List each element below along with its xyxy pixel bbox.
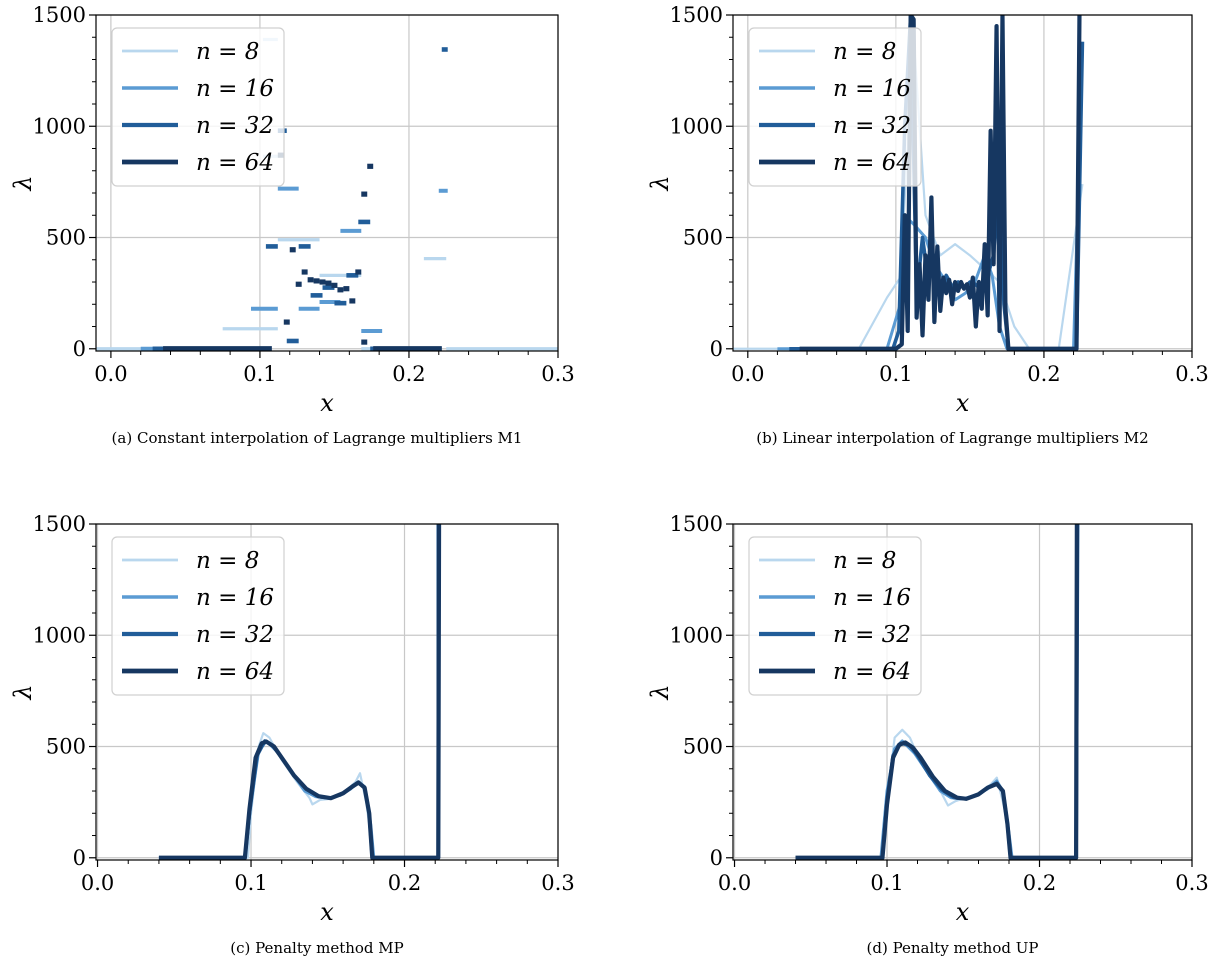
- x-tick-label: 0.3: [1175, 362, 1208, 386]
- y-tick-label: 1500: [670, 512, 723, 536]
- axes-frame: [95, 523, 559, 861]
- chart-panel-b: 0.0 0.1 0.2 0.3 0 500 1000 1500 x λ n = 8 n = 16 n =…: [646, 3, 1209, 447]
- y-tick-label: 0: [710, 846, 723, 870]
- chart-panel-d: 0.0 0.1 0.2 0.3 0 500 1000 1500 x λ n = 8 n = 16 n =…: [646, 512, 1209, 957]
- y-tick-label: 500: [46, 226, 86, 250]
- x-tick-label: 0.3: [1175, 871, 1208, 895]
- x-tick-label: 0.1: [879, 362, 912, 386]
- series-n64-line: [795, 524, 1079, 860]
- y-tick-label: 500: [46, 735, 86, 759]
- legend-box: [111, 536, 285, 696]
- panel-caption: (c) Penalty method MP: [230, 939, 403, 957]
- y-tick-label: 0: [710, 337, 723, 361]
- legend-label: n = 8: [833, 39, 896, 65]
- x-axis-label: x: [320, 389, 334, 417]
- panel-caption: (d) Penalty method UP: [867, 939, 1039, 957]
- legend-label: n = 16: [833, 76, 911, 102]
- chart-panel-c: 0.0 0.1 0.2 0.3 0 500 1000 1500 x λ n = 8 n = 16 n =…: [9, 512, 575, 957]
- axes-frame: [95, 14, 559, 352]
- panel-caption: (b) Linear interpolation of Lagrange mul…: [756, 429, 1148, 447]
- plot-area: [158, 524, 442, 860]
- y-axis-label: λ: [646, 175, 674, 191]
- y-tick-label: 0: [73, 846, 86, 870]
- x-tick-label: 0.2: [388, 871, 421, 895]
- legend-box: [111, 27, 285, 187]
- x-axis-label: x: [956, 389, 970, 417]
- plot-area: [795, 524, 1080, 860]
- legend-label: n = 32: [833, 113, 911, 139]
- legend-label: n = 16: [196, 76, 274, 102]
- legend-label: n = 64: [833, 150, 911, 176]
- series-n8-line: [733, 36, 1084, 350]
- y-tick-label: 0: [73, 337, 86, 361]
- legend-box: [748, 536, 922, 696]
- x-tick-label: 0.0: [718, 871, 751, 895]
- legend-label: n = 64: [196, 150, 274, 176]
- y-tick-label: 1000: [670, 623, 723, 647]
- x-axis-label: x: [956, 898, 970, 926]
- legend-label: n = 16: [833, 585, 911, 611]
- legend-box: [748, 27, 922, 187]
- chart-panel-a: 0.0 0.1 0.2 0.3 0 500 1000 1500 x λ n = 8 n = 16 n =…: [9, 3, 575, 447]
- x-tick-label: 0.1: [234, 871, 267, 895]
- y-tick-label: 500: [683, 735, 723, 759]
- legend-label: n = 32: [196, 622, 274, 648]
- x-tick-label: 0.2: [392, 362, 425, 386]
- x-tick-label: 0.3: [541, 871, 574, 895]
- y-axis-label: λ: [9, 684, 37, 700]
- y-tick-label: 1500: [33, 512, 86, 536]
- legend-label: n = 64: [196, 659, 274, 685]
- x-tick-label: 0.1: [870, 871, 903, 895]
- legend-label: n = 64: [833, 659, 911, 685]
- y-tick-label: 1000: [33, 114, 86, 138]
- y-axis-label: λ: [9, 175, 37, 191]
- y-tick-label: 1000: [33, 623, 86, 647]
- series-n64-line: [799, 15, 1082, 351]
- y-tick-label: 1500: [670, 3, 723, 27]
- x-axis-label: x: [320, 898, 334, 926]
- axes-frame: [732, 523, 1193, 861]
- legend-label: n = 8: [196, 548, 259, 574]
- x-tick-label: 0.0: [94, 362, 127, 386]
- series-n64-line: [158, 524, 442, 860]
- legend-label: n = 16: [196, 585, 274, 611]
- legend-label: n = 8: [196, 39, 259, 65]
- legend-label: n = 32: [833, 622, 911, 648]
- panel-caption: (a) Constant interpolation of Lagrange m…: [112, 429, 523, 447]
- y-tick-label: 500: [683, 226, 723, 250]
- x-tick-label: 0.2: [1023, 871, 1056, 895]
- legend-label: n = 32: [196, 113, 274, 139]
- y-tick-label: 1000: [670, 114, 723, 138]
- x-tick-label: 0.2: [1027, 362, 1060, 386]
- legend-label: n = 8: [833, 548, 896, 574]
- x-tick-label: 0.1: [243, 362, 276, 386]
- y-tick-label: 1500: [33, 3, 86, 27]
- x-tick-label: 0.0: [81, 871, 114, 895]
- y-axis-label: λ: [646, 684, 674, 700]
- x-tick-label: 0.0: [731, 362, 764, 386]
- axes-frame: [732, 14, 1193, 352]
- x-tick-label: 0.3: [541, 362, 574, 386]
